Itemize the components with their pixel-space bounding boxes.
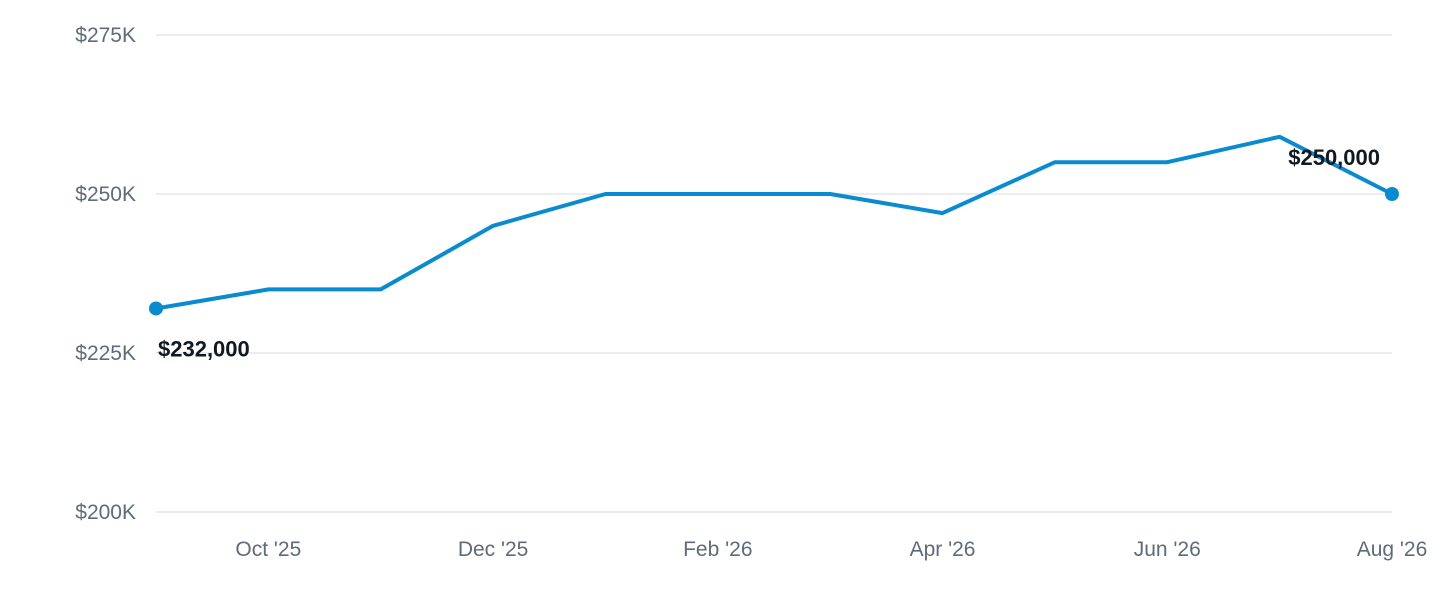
x-tick-label: Dec '25	[458, 538, 529, 561]
data-point	[149, 301, 163, 316]
x-tick-label: Jun '26	[1134, 538, 1201, 561]
data-point	[1385, 187, 1399, 201]
series-line	[154, 134, 1394, 311]
data-labels: $232,000 $250,000	[158, 145, 1380, 361]
y-axis: $200K $225K $250K $275K	[75, 24, 136, 524]
x-tick-label: Aug '26	[1357, 538, 1428, 561]
data-label: $250,000	[1288, 145, 1380, 170]
y-tick-label: $250K	[75, 183, 136, 206]
grid-lines	[156, 34, 1392, 513]
y-tick-label: $225K	[75, 342, 136, 365]
series-layer	[149, 134, 1399, 316]
y-tick-label: $200K	[75, 501, 136, 524]
data-label: $232,000	[158, 336, 250, 361]
x-tick-label: Apr '26	[910, 538, 976, 561]
x-tick-label: Feb '26	[683, 538, 752, 561]
x-tick-label: Oct '25	[235, 538, 301, 561]
x-axis: Oct '25 Dec '25 Feb '26 Apr '26 Jun '26 Aug '…	[235, 538, 1427, 561]
y-tick-label: $275K	[75, 24, 136, 47]
